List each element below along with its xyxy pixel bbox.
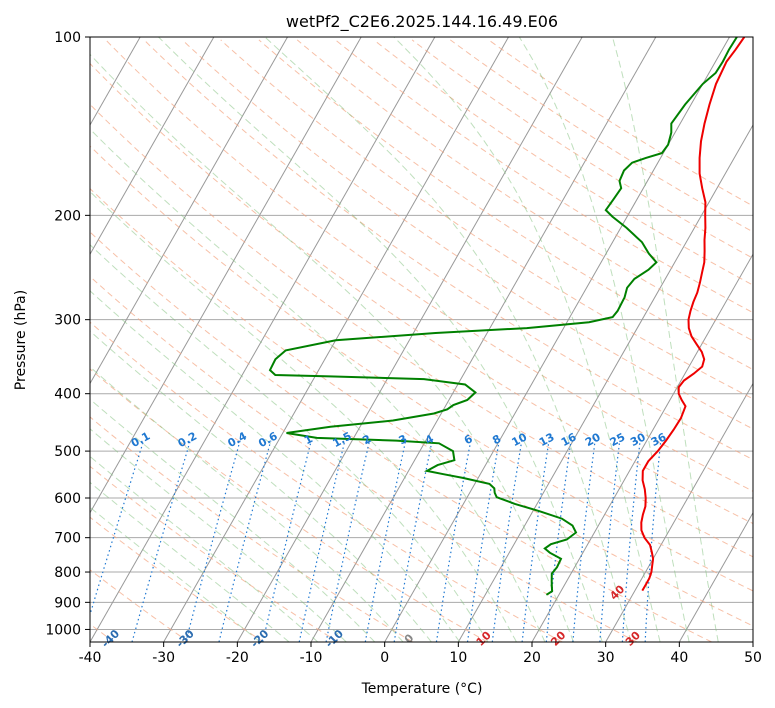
moist-adiabat-line	[393, 37, 661, 642]
mixing-ratio-line	[644, 440, 662, 642]
moist-adiabat-line	[90, 53, 575, 642]
x-tick-label: -10	[300, 650, 323, 666]
y-axis-title: Pressure (hPa)	[13, 290, 29, 390]
y-tick-label: 500	[54, 444, 81, 460]
mixing-ratio-line	[599, 440, 621, 642]
dry-adiabat-line	[105, 39, 753, 492]
dry-adiabat-line	[90, 516, 264, 642]
dry-adiabat-line	[220, 39, 753, 400]
isotherm-line	[457, 124, 753, 642]
dry-adiabat-line	[90, 145, 753, 592]
x-tick-label: 40	[670, 650, 688, 666]
y-axis: 100 200 300 400 500 600 700 800 900 1000	[45, 30, 90, 638]
isotherm-line	[90, 37, 436, 642]
mixing-ratio-line	[325, 440, 371, 642]
y-tick-label: 800	[54, 565, 81, 581]
mixing-ratio-line	[521, 440, 550, 642]
x-tick-label: 50	[744, 650, 762, 666]
moist-adiabat-line	[90, 455, 319, 642]
mixing-ratio-label: 13	[537, 430, 557, 449]
moist-adiabat-line	[518, 37, 690, 642]
series-layer	[268, 37, 746, 596]
moist-adiabat-line	[158, 37, 603, 642]
moist-adiabat-line	[90, 366, 404, 642]
x-tick-label: 10	[449, 650, 467, 666]
y-tick-label: 200	[54, 208, 81, 224]
mixing-ratio-line	[466, 440, 500, 642]
mixing-ratio-line	[621, 440, 641, 642]
dry-adiabat-line	[90, 62, 753, 525]
isotherm-line	[752, 640, 753, 642]
isotherm-line	[90, 37, 362, 514]
x-tick-label: -20	[226, 650, 249, 666]
y-tick-label: 400	[54, 387, 81, 403]
isotherm-line	[531, 253, 753, 642]
dry-adiabat-line	[90, 103, 753, 558]
mixing-ratio-line	[572, 440, 596, 642]
x-tick-label: -30	[152, 650, 175, 666]
isotherm-line	[0, 37, 67, 642]
y-tick-label: 1000	[45, 622, 81, 638]
x-tick-label: 20	[523, 650, 541, 666]
moist-adiabat-line	[90, 506, 261, 642]
isotherm-line	[90, 37, 288, 385]
mixing-ratio-label: 25	[608, 430, 628, 449]
dry-adiabat-line	[90, 231, 712, 642]
x-tick-label: 0	[380, 650, 389, 666]
x-tick-label: 30	[597, 650, 615, 666]
y-tick-label: 700	[54, 531, 81, 547]
mixing-ratio-label: 30	[628, 430, 648, 449]
isotherm-line	[236, 37, 583, 642]
x-axis: -40 -30 -20 -10 0 10 20 30 40 50	[79, 642, 762, 666]
mixing-ratio-line	[298, 440, 346, 642]
dry-adiabat-line	[90, 321, 563, 642]
y-tick-label: 900	[54, 595, 81, 611]
mixing-ratio-line	[393, 440, 433, 642]
dry-adiabat-line	[90, 465, 339, 642]
mixing-ratio-label: 10	[510, 430, 530, 449]
x-axis-title: Temperature (°C)	[361, 681, 483, 697]
moist-adiabat-line	[264, 37, 632, 642]
moist-adiabat-line	[90, 190, 517, 642]
x-tick-label: -40	[79, 650, 102, 666]
isotherm-line	[678, 511, 753, 642]
dry-adiabat-line	[335, 39, 753, 314]
mixing-ratio-label: 20	[583, 430, 603, 449]
moist-adiabat-line	[90, 398, 376, 642]
mixing-ratio-line	[90, 440, 145, 617]
y-tick-label: 100	[54, 30, 81, 46]
moist-adiabat-line	[90, 244, 489, 642]
y-tick-label: 600	[54, 491, 81, 507]
dry-adiabat-line	[143, 39, 753, 461]
chart-title: wetPf2_C2E6.2025.144.16.49.E06	[286, 12, 558, 32]
mixing-ratio-line	[491, 440, 523, 642]
dewpoint-profile	[268, 37, 738, 596]
dry-adiabat-line	[258, 39, 753, 371]
isotherm-line	[384, 37, 730, 642]
moist-adiabat-line	[612, 37, 719, 642]
mixing-ratio-label: 36	[649, 430, 669, 449]
isotherm-line	[605, 382, 753, 642]
mixing-ratio-label: 16	[559, 430, 579, 449]
mixing-ratio-line	[364, 440, 407, 642]
moist-adiabat-line	[90, 481, 290, 642]
plot-background	[90, 37, 753, 642]
dry-adiabat-line	[296, 39, 753, 342]
mixing-ratio-line	[545, 440, 572, 642]
dry-adiabat-line	[90, 368, 488, 642]
dry-adiabat-line	[90, 187, 753, 627]
isotherm-line	[90, 37, 215, 256]
temperature-profile	[640, 37, 746, 592]
moist-adiabat-line	[90, 128, 546, 642]
y-tick-label: 300	[54, 313, 81, 329]
background-lines	[0, 37, 753, 642]
dry-adiabat-line	[90, 275, 638, 642]
plot-frame	[89, 36, 754, 643]
